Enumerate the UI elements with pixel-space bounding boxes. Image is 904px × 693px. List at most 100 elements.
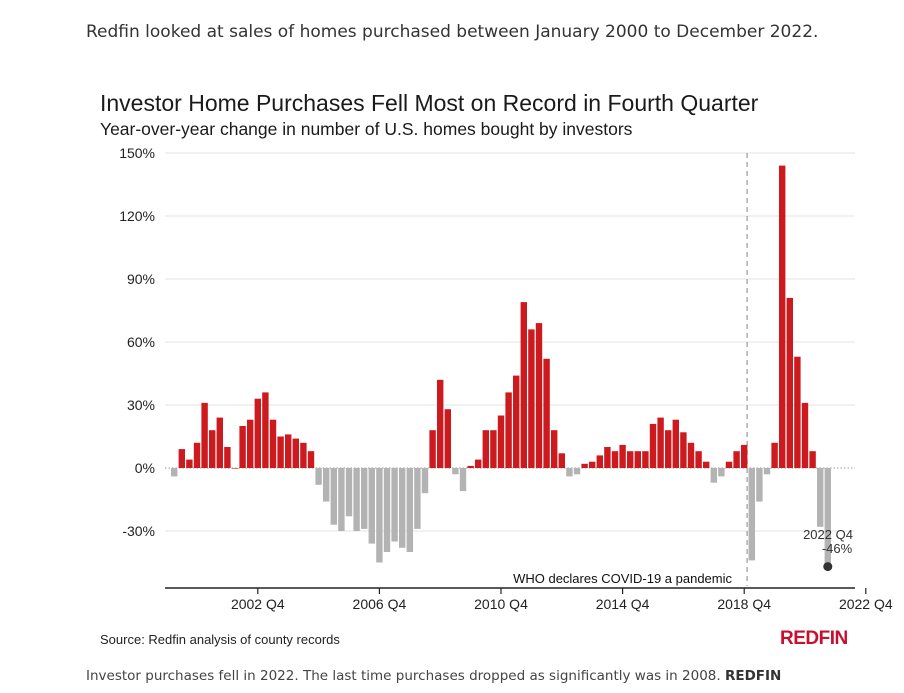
bar <box>345 468 353 517</box>
bar <box>467 465 474 468</box>
bar <box>193 442 201 468</box>
bar <box>368 468 375 544</box>
bar <box>505 392 512 468</box>
bar <box>513 375 520 468</box>
bar <box>315 468 322 485</box>
bar <box>657 417 664 468</box>
bar <box>224 447 231 468</box>
caption-credit: REDFIN <box>724 668 782 684</box>
bar <box>611 451 619 468</box>
bar <box>178 449 185 468</box>
bar <box>338 468 345 531</box>
bar <box>482 430 489 468</box>
bar <box>665 430 672 468</box>
x-tick-label: 2014 Q4 <box>596 596 650 612</box>
chart-subtitle: Year-over-year change in number of U.S. … <box>100 119 633 139</box>
bar <box>649 423 657 468</box>
y-tick-label: 90% <box>127 271 155 287</box>
bar <box>406 468 413 552</box>
bar <box>695 451 702 468</box>
bar <box>186 459 193 468</box>
bar <box>589 461 596 468</box>
bar <box>353 468 360 531</box>
bar <box>771 442 778 468</box>
annotation-last-value: -46% <box>822 541 853 556</box>
bar <box>285 434 292 468</box>
bar <box>171 468 178 477</box>
bar <box>528 329 535 468</box>
bar <box>604 447 611 468</box>
bar <box>247 419 254 468</box>
y-tick-label: 150% <box>119 145 155 161</box>
y-tick-label: 120% <box>119 208 155 224</box>
caption: Investor purchases fell in 2022. The las… <box>86 668 781 684</box>
y-tick-label: 30% <box>127 397 155 413</box>
bar <box>687 442 695 468</box>
y-tick-label: 60% <box>127 334 155 350</box>
bar <box>573 468 581 475</box>
source-note: Source: Redfin analysis of county record… <box>100 632 340 647</box>
bar <box>596 455 603 468</box>
bar <box>452 468 459 475</box>
x-tick-label: 2002 Q4 <box>231 596 285 612</box>
bar <box>399 468 406 548</box>
bar <box>672 419 679 468</box>
bar <box>269 419 277 468</box>
bar <box>307 451 315 468</box>
bar <box>437 379 444 468</box>
bar <box>421 468 429 494</box>
bar <box>209 430 216 468</box>
bar <box>216 417 223 468</box>
bar <box>733 451 740 468</box>
bar <box>710 468 717 483</box>
bar <box>558 453 565 468</box>
x-tick-label: 2018 Q4 <box>717 596 771 612</box>
x-tick-label: 2006 Q4 <box>353 596 407 612</box>
bar <box>748 468 755 561</box>
bar <box>429 430 436 468</box>
bar <box>627 451 634 468</box>
bar <box>763 468 771 475</box>
redfin-logo: REDFIN <box>780 628 848 649</box>
bar <box>330 468 337 525</box>
bar <box>634 451 641 468</box>
bar <box>566 468 573 477</box>
chart-title: Investor Home Purchases Fell Most on Rec… <box>100 90 759 116</box>
bar <box>414 468 421 529</box>
bar <box>786 297 793 468</box>
bar <box>817 468 824 527</box>
bar <box>756 468 763 502</box>
bar <box>376 468 383 563</box>
y-tick-label: -30% <box>122 523 155 539</box>
bar <box>239 426 246 468</box>
bar <box>801 402 809 468</box>
bar <box>300 442 307 468</box>
bar <box>741 444 748 468</box>
bar <box>323 468 330 502</box>
x-tick-label: 2022 Q4 <box>839 596 893 612</box>
bar <box>383 468 391 552</box>
bar <box>444 409 451 468</box>
bar <box>459 468 467 492</box>
bar <box>262 392 269 468</box>
annotation-last-quarter: 2022 Q4 <box>803 527 853 542</box>
bar <box>497 415 505 468</box>
bar <box>201 402 208 468</box>
bar <box>292 438 299 468</box>
bar <box>254 398 261 468</box>
bar <box>809 451 816 468</box>
x-tick-label: 2010 Q4 <box>474 596 528 612</box>
bar <box>475 459 482 468</box>
bar <box>725 461 733 468</box>
bar <box>543 358 550 468</box>
bar <box>520 302 527 468</box>
bar <box>231 468 239 469</box>
bar <box>535 323 543 468</box>
covid-annotation: WHO declares COVID-19 a pandemic <box>513 571 732 586</box>
bar <box>779 165 786 468</box>
bar <box>718 468 725 477</box>
bar <box>794 356 801 468</box>
bar <box>642 451 649 468</box>
